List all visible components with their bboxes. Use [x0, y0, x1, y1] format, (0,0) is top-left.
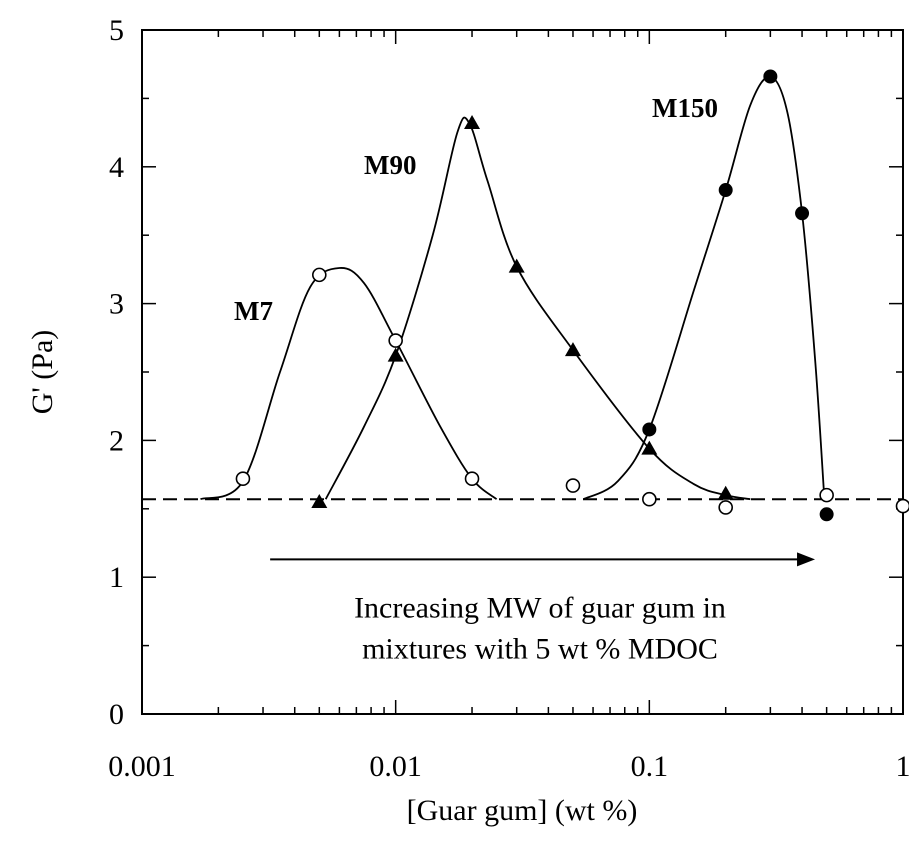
x-tick-label: 1 [896, 750, 909, 783]
marker-m150 [642, 422, 657, 437]
marker-m7 [642, 491, 657, 507]
series-labels: M7 M90 M150 [234, 93, 718, 326]
marker-m90 [641, 440, 658, 455]
annotation-text: mixtures with 5 wt % MDOC [362, 632, 718, 665]
marker-m90 [387, 347, 404, 362]
marker-m7 [819, 487, 834, 503]
y-axis-title: G' (Pa) [26, 330, 59, 415]
series-label-m150: M150 [652, 93, 718, 123]
y-tick-label: 2 [109, 424, 124, 457]
y-tick-label: 4 [109, 151, 124, 184]
y-tick-label: 1 [109, 561, 124, 594]
marker-m90 [508, 258, 525, 273]
series-label-m7: M7 [234, 296, 273, 326]
marker-m90 [717, 485, 734, 500]
marker-m7 [388, 333, 403, 348]
x-tick-label: 0.001 [108, 750, 176, 783]
marker-m7 [895, 498, 909, 514]
marker-m7 [464, 471, 480, 487]
marker-m7 [565, 478, 581, 493]
annotation-text: Increasing MW of guar gum in [354, 591, 726, 624]
x-tick-label: 0.1 [631, 750, 669, 783]
x-axis-title: [Guar gum] (wt %) [407, 794, 638, 827]
marker-m150 [763, 69, 778, 84]
y-tick-label: 3 [109, 288, 124, 321]
marker-m150 [795, 206, 810, 221]
series-label-m90: M90 [364, 150, 416, 180]
marker-m90 [464, 115, 481, 130]
marker-m90 [311, 493, 328, 508]
tick-labels: 0.001 0.01 0.1 1 0 1 2 3 4 5 [108, 14, 909, 783]
marker-m7 [312, 267, 327, 283]
y-tick-label: 0 [109, 698, 124, 731]
fit-curves [200, 75, 826, 501]
annotation-layer: Increasing MW of guar gum in mixtures wit… [270, 552, 816, 665]
marker-m150 [718, 183, 733, 198]
marker-m150 [819, 507, 834, 522]
marker-m7 [235, 471, 251, 487]
x-tick-label: 0.01 [369, 750, 422, 783]
marker-m90 [564, 342, 581, 357]
y-tick-label: 5 [109, 14, 124, 47]
curve-m7 [200, 267, 498, 501]
marker-m7 [718, 500, 733, 515]
axis-ticks [141, 29, 903, 715]
curve-m150 [583, 75, 826, 501]
arrow-head [797, 552, 816, 567]
data-markers [235, 69, 909, 522]
